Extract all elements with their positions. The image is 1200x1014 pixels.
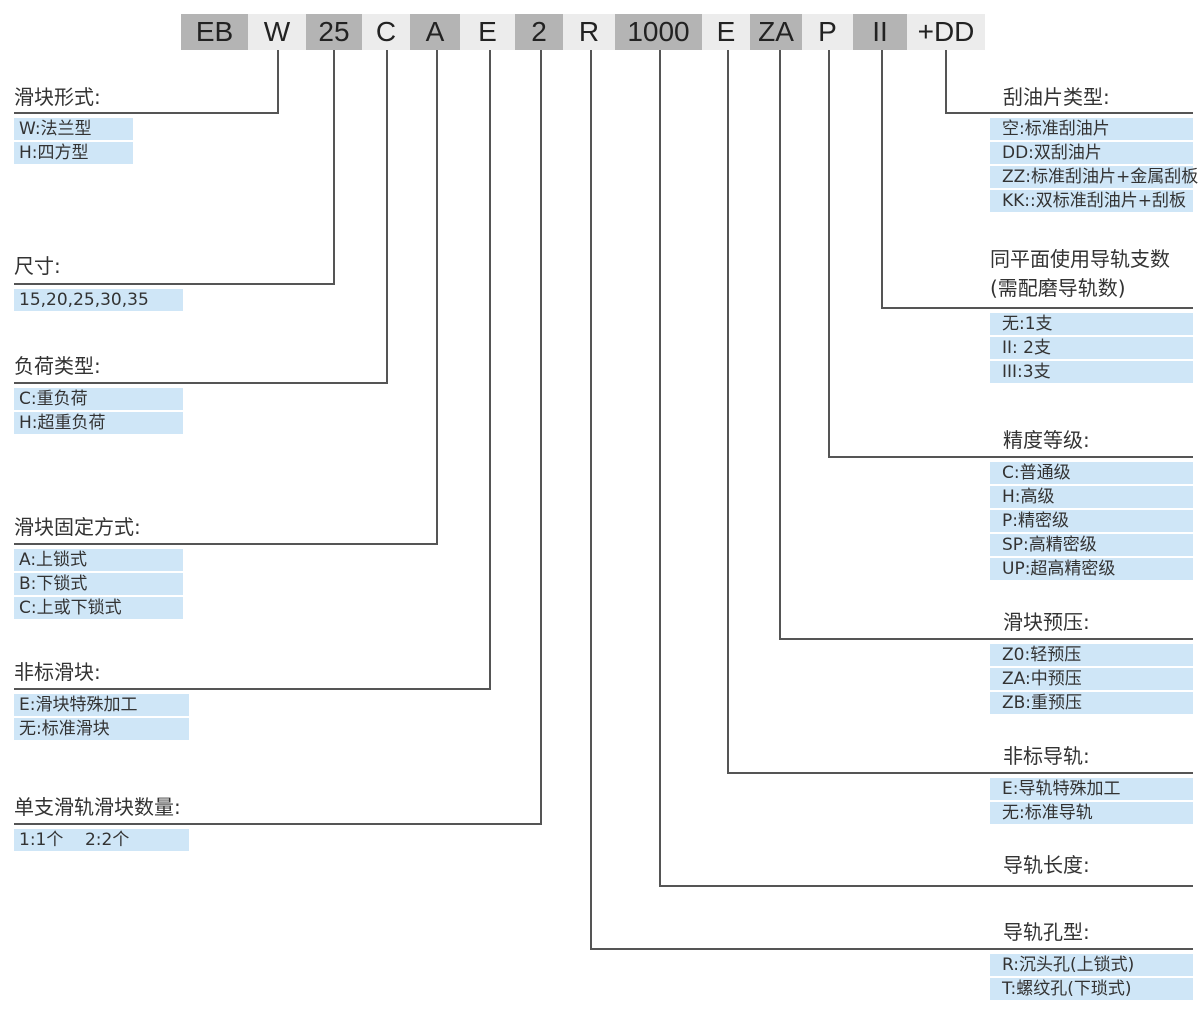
connector-line — [779, 638, 1193, 640]
option-item: 无:标准滑块 — [14, 718, 189, 740]
code-segment: 1000 — [615, 14, 702, 50]
option-item: III:3支 — [990, 361, 1193, 383]
option-list: 1:1个 2:2个 — [14, 829, 189, 853]
option-list: C:普通级 H:高级 P:精密级 SP:高精密级 UP:超高精密级 — [990, 462, 1193, 582]
code-segment: E — [460, 14, 515, 50]
option-item: E:滑块特殊加工 — [14, 694, 189, 716]
option-list: W:法兰型 H:四方型 — [14, 118, 133, 166]
connector-line — [590, 50, 592, 948]
option-item: B:下锁式 — [14, 573, 183, 595]
option-list: E:滑块特殊加工 无:标准滑块 — [14, 694, 189, 742]
connector-line — [333, 50, 335, 283]
option-list: R:沉头孔(上锁式) T:螺纹孔(下琐式) — [990, 954, 1193, 1002]
option-item: C:重负荷 — [14, 388, 183, 410]
connector-line — [277, 50, 279, 112]
option-list: 15,20,25,30,35 — [14, 289, 183, 313]
option-list: 空:标准刮油片 DD:双刮油片 ZZ:标准刮油片+金属刮板 KK::双标准刮油片+刮板 — [990, 118, 1198, 214]
option-list: Z0:轻预压 ZA:中预压 ZB:重预压 — [990, 644, 1193, 716]
group-title: 非标导轨: — [1003, 744, 1090, 768]
group-title: 同平面使用导轨支数 — [990, 247, 1170, 271]
connector-line — [828, 456, 1193, 458]
connector-line — [828, 50, 830, 456]
group-subtitle: (需配磨导轨数) — [990, 276, 1126, 300]
code-segment: R — [563, 14, 615, 50]
connector-line — [14, 688, 491, 690]
connector-line — [945, 50, 947, 112]
connector-line — [727, 772, 1193, 774]
connector-line — [14, 283, 335, 285]
option-item: 1:1个 2:2个 — [14, 829, 189, 851]
group-title: 非标滑块: — [14, 660, 101, 684]
group-title: 导轨孔型: — [1003, 920, 1090, 944]
connector-line — [14, 543, 438, 545]
connector-line — [14, 112, 279, 114]
group-title: 导轨长度: — [1003, 853, 1090, 877]
option-item: H:高级 — [990, 486, 1193, 508]
group-title: 负荷类型: — [14, 354, 101, 378]
option-list: A:上锁式 B:下锁式 C:上或下锁式 — [14, 549, 183, 621]
group-title: 滑块固定方式: — [14, 515, 141, 539]
option-item: T:螺纹孔(下琐式) — [990, 978, 1193, 1000]
group-title: 滑块预压: — [1003, 610, 1090, 634]
code-segment: EB — [181, 14, 248, 50]
option-item: 空:标准刮油片 — [990, 118, 1193, 140]
connector-line — [436, 50, 438, 543]
code-segment: P — [802, 14, 853, 50]
option-item: H:超重负荷 — [14, 412, 183, 434]
option-item: H:四方型 — [14, 142, 133, 164]
option-item: 15,20,25,30,35 — [14, 289, 183, 311]
code-segment: A — [410, 14, 460, 50]
option-item: R:沉头孔(上锁式) — [990, 954, 1193, 976]
option-item: UP:超高精密级 — [990, 558, 1193, 580]
code-segment: W — [248, 14, 306, 50]
option-list: 无:1支 II: 2支 III:3支 — [990, 313, 1193, 385]
code-segment: C — [362, 14, 410, 50]
connector-line — [540, 50, 542, 823]
connector-line — [659, 50, 661, 885]
option-item: Z0:轻预压 — [990, 644, 1193, 666]
connector-line — [881, 307, 1193, 309]
option-item: 无:1支 — [990, 313, 1193, 335]
connector-line — [14, 823, 542, 825]
code-segment: 2 — [515, 14, 563, 50]
code-segment: ZA — [750, 14, 802, 50]
code-segment: 25 — [306, 14, 362, 50]
connector-line — [386, 50, 388, 382]
connector-line — [659, 885, 1193, 887]
group-title: 滑块形式: — [14, 85, 101, 109]
option-item: E:导轨特殊加工 — [990, 778, 1193, 800]
option-item: C:普通级 — [990, 462, 1193, 484]
option-item: ZA:中预压 — [990, 668, 1193, 690]
option-item: 无:标准导轨 — [990, 802, 1193, 824]
connector-line — [727, 50, 729, 772]
option-item: ZB:重预压 — [990, 692, 1193, 714]
option-item: KK::双标准刮油片+刮板 — [990, 190, 1193, 212]
option-list: E:导轨特殊加工 无:标准导轨 — [990, 778, 1193, 826]
connector-line — [590, 948, 1193, 950]
option-item: A:上锁式 — [14, 549, 183, 571]
option-item: SP:高精密级 — [990, 534, 1193, 556]
option-item: II: 2支 — [990, 337, 1193, 359]
option-item: DD:双刮油片 — [990, 142, 1193, 164]
connector-line — [14, 382, 388, 384]
option-item: P:精密级 — [990, 510, 1193, 532]
option-list: C:重负荷 H:超重负荷 — [14, 388, 183, 436]
connector-line — [779, 50, 781, 638]
option-item: ZZ:标准刮油片+金属刮板 — [990, 166, 1198, 188]
connector-line — [881, 50, 883, 307]
group-title: 尺寸: — [14, 254, 61, 278]
group-title: 单支滑轨滑块数量: — [14, 795, 181, 819]
connector-line — [489, 50, 491, 688]
code-segment: II — [853, 14, 907, 50]
group-title: 精度等级: — [1003, 428, 1090, 452]
option-item: C:上或下锁式 — [14, 597, 183, 619]
code-segment: E — [702, 14, 750, 50]
option-item: W:法兰型 — [14, 118, 133, 140]
code-segment: +DD — [907, 14, 985, 50]
connector-line — [945, 112, 1193, 114]
group-title: 刮油片类型: — [1003, 85, 1110, 109]
